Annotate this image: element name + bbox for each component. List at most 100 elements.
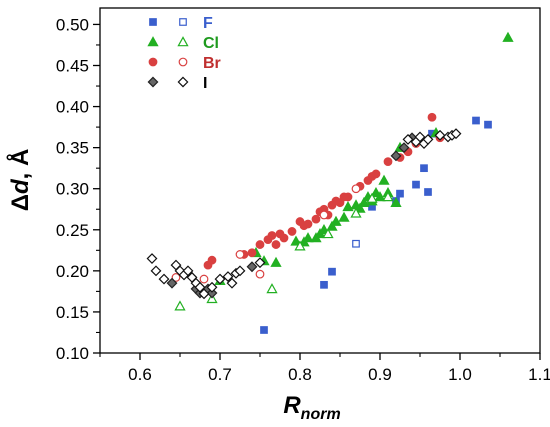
legend-marker-f-open (179, 18, 187, 26)
legend: F Cl Br I (147, 15, 221, 92)
data-point-i-open (434, 129, 446, 141)
x-axis-title: Rnorm (283, 392, 340, 423)
data-point-f-filled (328, 267, 336, 276)
data-point-i-open (182, 265, 194, 277)
data-point-br-open (351, 184, 361, 194)
data-point-i-filled (166, 277, 178, 289)
y-tick-label: 0.25 (56, 221, 89, 240)
data-point-i-open (198, 288, 210, 300)
legend-marker-br-filled (148, 57, 158, 67)
data-point-cl-filled (378, 174, 390, 185)
data-point-i-filled (246, 261, 258, 273)
data-point-i-open (214, 273, 226, 285)
data-point-i-filled (398, 142, 410, 154)
data-point-f-open (352, 239, 360, 248)
data-point-cl-filled (330, 215, 342, 226)
data-point-f-filled (484, 120, 492, 129)
data-point-br-filled (279, 233, 289, 243)
data-point-cl-filled (390, 196, 402, 207)
y-tick-label: 0.40 (56, 98, 89, 117)
data-point-i-open (422, 133, 434, 145)
x-tick-label: 0.7 (208, 365, 232, 384)
data-point-cl-open (350, 207, 362, 218)
legend-marker-cl-open (177, 36, 189, 47)
y-tick-label: 0.45 (56, 57, 89, 76)
data-point-cl-open (366, 192, 378, 203)
data-point-br-open (199, 274, 209, 284)
data-point-cl-open (382, 191, 394, 202)
y-axis-title-var: d (7, 178, 34, 194)
data-point-br-filled (271, 240, 281, 249)
data-point-i-open (450, 128, 462, 140)
data-point-f-filled (396, 189, 404, 198)
data-point-br-filled (255, 240, 265, 249)
data-point-f-filled (320, 280, 328, 289)
data-point-i-open (254, 257, 266, 269)
y-tick-label: 0.10 (56, 344, 89, 363)
data-point-br-open (171, 273, 181, 282)
y-tick-label: 0.30 (56, 180, 89, 199)
data-point-i-open (146, 253, 158, 264)
data-point-br-filled (371, 169, 381, 179)
y-tick-label: 0.35 (56, 139, 89, 158)
data-point-cl-filled (374, 191, 386, 202)
data-point-cl-open (266, 283, 278, 294)
y-tick-label: 0.15 (56, 303, 89, 322)
data-point-cl-open (294, 240, 306, 251)
data-point-br-open (235, 250, 245, 259)
legend-marker-f-filled (149, 18, 157, 26)
data-point-f-filled (472, 116, 480, 125)
legend-label-f: F (203, 15, 213, 32)
x-axis-title-main: R (283, 392, 301, 419)
x-tick-label: 1.0 (448, 365, 472, 384)
x-axis-title-sub: norm (301, 406, 341, 423)
data-point-cl-open (174, 300, 186, 311)
data-point-br-filled (207, 255, 217, 265)
y-axis-title-unit: , Å (6, 149, 34, 180)
data-point-br-filled (303, 219, 313, 229)
data-point-cl-filled (270, 256, 282, 267)
data-point-i-open (222, 271, 234, 283)
data-point-i-filled (206, 287, 218, 299)
data-point-cl-filled (326, 220, 338, 231)
data-point-i-open (414, 131, 426, 143)
data-point-br-open (319, 210, 329, 220)
data-point-i-open (206, 281, 218, 293)
data-point-cl-filled (342, 200, 354, 212)
data-point-cl-open (322, 228, 334, 239)
plot-frame (99, 7, 541, 354)
x-tick-label: 0.9 (368, 365, 392, 384)
data-point-i-open (226, 277, 238, 289)
data-point-i-open (158, 273, 170, 285)
data-point-i-filled (390, 150, 402, 162)
data-point-br-filled (287, 227, 297, 236)
data-point-br-filled (343, 192, 353, 202)
legend-label-cl: Cl (203, 35, 219, 52)
data-point-br-filled (267, 231, 277, 240)
y-tick-label: 0.50 (56, 15, 89, 34)
data-point-f-filled (420, 164, 428, 173)
x-tick-label: 0.8 (288, 365, 312, 384)
data-point-i-open (234, 265, 246, 277)
data-point-i-open (194, 281, 206, 293)
x-tick-label: 0.6 (128, 365, 152, 384)
data-point-f-filled (412, 180, 420, 189)
data-point-f-filled (260, 326, 268, 334)
data-point-cl-filled (338, 211, 350, 222)
data-point-br-filled (427, 112, 437, 122)
data-point-cl-filled (358, 196, 370, 207)
legend-marker-i-open (177, 76, 189, 88)
legend-label-i: I (203, 75, 207, 92)
legend-marker-i-filled (147, 76, 159, 88)
y-tick-label: 0.20 (56, 262, 89, 281)
y-axis-title: Δd, Å (6, 149, 34, 212)
data-point-cl-filled (502, 31, 514, 42)
data-point-br-filled (311, 214, 321, 224)
data-point-f-filled (424, 188, 432, 196)
y-axis-title-delta: Δ (7, 194, 34, 211)
data-point-br-filled (383, 157, 393, 167)
x-tick-label: 1.1 (528, 365, 550, 384)
data-point-br-open (255, 269, 265, 279)
data-point-br-filled (247, 248, 257, 258)
